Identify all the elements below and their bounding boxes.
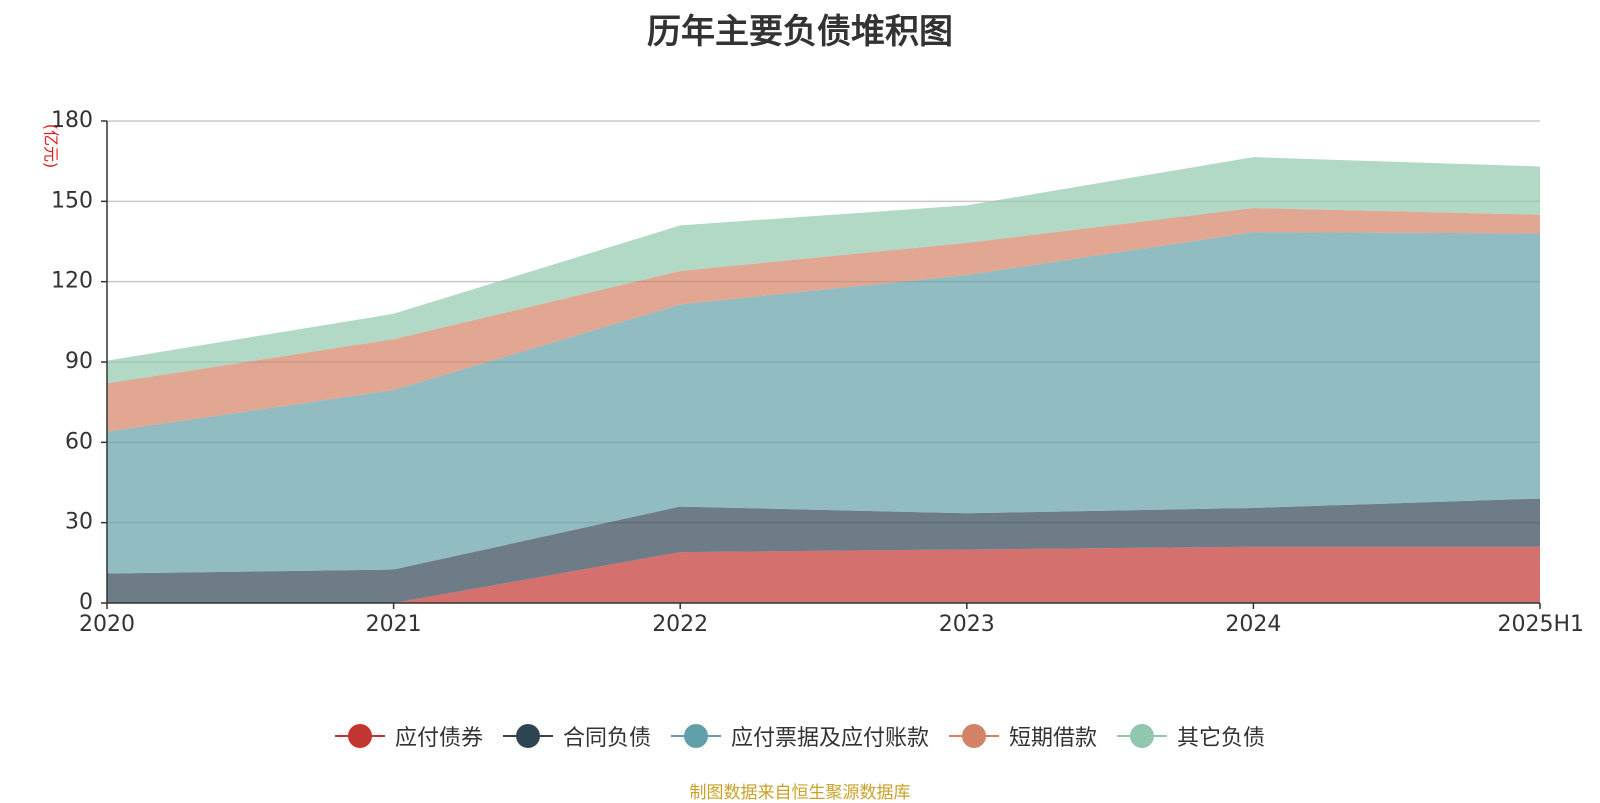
area-series-3	[107, 208, 1540, 432]
legend-marker-1	[502, 723, 553, 749]
legend-label-2: 应付票据及应付账款	[730, 726, 929, 751]
y-tick-label-6: 180	[51, 108, 93, 133]
legend-label-0: 应付债券	[394, 726, 483, 751]
legend-label-4: 其它负债	[1177, 726, 1266, 751]
y-tick-label-5: 150	[51, 188, 93, 213]
x-tick-label-0: 2020	[79, 612, 135, 637]
legend-label-1: 合同负债	[562, 726, 651, 751]
legend-item-0[interactable]: 应付债券	[334, 720, 483, 752]
y-tick-label-4: 120	[51, 269, 93, 294]
legend-item-2[interactable]: 应付票据及应付账款	[670, 720, 929, 752]
legend-marker-3	[949, 723, 999, 749]
legend: 应付债券 合同负债 应付票据及应付账款 短期借款 其它负债	[0, 716, 1600, 756]
stacked-areas	[107, 157, 1540, 603]
x-tick-label-1: 2021	[366, 612, 422, 637]
y-tick-label-3: 90	[65, 349, 93, 374]
y-tick-label-0: 0	[79, 590, 93, 615]
area-series-2	[107, 232, 1540, 574]
legend-label-3: 短期借款	[1009, 726, 1098, 751]
area-series-4	[107, 157, 1540, 384]
legend-marker-2	[670, 723, 721, 749]
y-tick-label-2: 60	[65, 429, 93, 454]
legend-item-4[interactable]: 其它负债	[1117, 720, 1265, 752]
source-note: 制图数据来自恒生聚源数据库	[689, 783, 911, 803]
x-tick-label-4: 2024	[1225, 612, 1281, 637]
y-axis-label: (亿元)	[42, 124, 61, 169]
x-tick-label-2: 2022	[652, 612, 708, 637]
x-tick-label-5: 2025H1	[1497, 612, 1584, 637]
chart-title: 历年主要负债堆积图	[647, 12, 953, 52]
legend-marker-0	[334, 723, 385, 749]
legend-item-3[interactable]: 短期借款	[949, 720, 1097, 752]
legend-item-1[interactable]: 合同负债	[502, 720, 651, 752]
x-tick-label-3: 2023	[939, 612, 995, 637]
area-series-1	[107, 498, 1540, 603]
area-series-0	[107, 546, 1540, 603]
axes: 0 30 60 90 120 150 180 2020 2021 2022 2023 2024 2025…	[51, 108, 1584, 637]
legend-marker-4	[1117, 723, 1168, 749]
y-tick-label-1: 30	[65, 510, 93, 535]
